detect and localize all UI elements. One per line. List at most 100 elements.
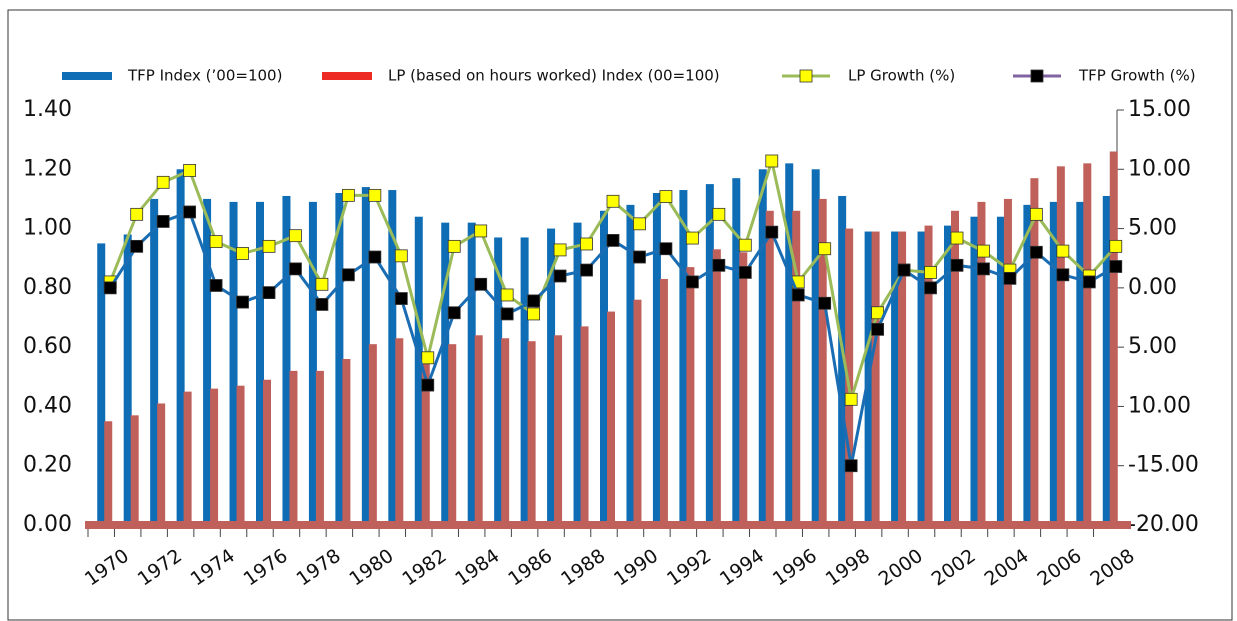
bar — [633, 299, 642, 525]
bar — [130, 415, 139, 525]
marker — [289, 229, 302, 243]
marker — [765, 225, 779, 239]
legend-marker — [799, 69, 813, 83]
marker — [156, 215, 170, 228]
marker — [606, 194, 620, 208]
marker — [1056, 268, 1070, 282]
marker — [474, 224, 488, 238]
y2-tick-label: -15.00 — [1128, 453, 1199, 478]
x-tick-label: 2008 — [1086, 545, 1138, 591]
bar — [467, 222, 476, 525]
marker — [183, 164, 197, 177]
x-tick-label: 1990 — [610, 545, 662, 591]
bar — [176, 169, 185, 526]
marker — [685, 275, 699, 289]
x-tick-label: 1986 — [504, 545, 556, 591]
marker — [394, 292, 408, 305]
x-tick-label: 2006 — [1033, 545, 1085, 591]
marker — [738, 238, 752, 252]
marker — [738, 266, 752, 279]
bar — [203, 198, 212, 525]
y-tick-label: 1.20 — [23, 156, 72, 181]
y-tick-label: 0.60 — [23, 334, 72, 359]
marker — [289, 262, 302, 276]
y2-tick-label: 5.00 — [1128, 216, 1177, 241]
x-tick-label: 1970 — [81, 545, 133, 591]
legend-label: LP Growth (%) — [848, 67, 955, 85]
marker — [209, 279, 223, 292]
x-tick-label: 1982 — [398, 545, 450, 591]
marker — [103, 281, 117, 295]
bar — [970, 216, 979, 525]
bar — [845, 228, 854, 526]
bar — [315, 370, 324, 525]
bar — [282, 195, 291, 525]
bar — [520, 237, 529, 525]
marker — [341, 268, 355, 282]
bar — [263, 379, 271, 525]
marker — [633, 217, 646, 231]
bar — [924, 225, 933, 525]
bar — [732, 178, 741, 525]
marker — [209, 235, 223, 249]
marker — [130, 207, 144, 221]
bar — [1049, 201, 1058, 525]
y2-tick-label: 10.00 — [1128, 156, 1191, 181]
y2-tick-label: 0.00 — [1128, 275, 1177, 300]
bar — [626, 204, 635, 525]
legend-swatch — [62, 72, 112, 80]
marker — [500, 288, 514, 302]
marker — [950, 231, 964, 245]
legend-marker — [1030, 69, 1044, 83]
bar — [183, 391, 192, 525]
marker — [130, 239, 144, 253]
marker — [924, 281, 937, 295]
bar — [686, 267, 695, 525]
bar — [157, 403, 166, 525]
y2-tick-label: 5.00 — [1128, 334, 1177, 359]
bar — [421, 361, 430, 525]
bar — [705, 184, 714, 525]
marker — [580, 263, 593, 277]
marker — [712, 207, 726, 221]
x-tick-label: 1996 — [769, 545, 821, 591]
y2-tick-label: -20.00 — [1128, 512, 1199, 537]
marker — [262, 239, 276, 253]
bar — [1109, 151, 1118, 525]
marker — [183, 205, 197, 219]
bar — [1023, 204, 1032, 525]
marker — [500, 307, 514, 321]
marker — [421, 378, 435, 392]
marker — [1109, 239, 1123, 253]
legend-label: TFP Index (’00=100) — [127, 67, 282, 85]
bar — [554, 335, 563, 525]
bar — [712, 249, 721, 526]
marker — [1029, 245, 1043, 259]
marker — [712, 258, 726, 272]
bar — [838, 195, 847, 525]
x-tick-label: 1980 — [345, 545, 397, 591]
marker — [977, 244, 990, 258]
marker — [1056, 244, 1070, 258]
y-tick-label: 1.00 — [23, 216, 72, 241]
marker — [659, 242, 673, 256]
bar — [448, 344, 457, 525]
marker — [1003, 271, 1017, 285]
legend-label: LP (based on hours worked) Index (00=100… — [388, 67, 720, 85]
bar — [977, 201, 986, 525]
bar — [335, 193, 344, 525]
marker — [1109, 260, 1123, 273]
bar — [474, 335, 483, 525]
y-tick-label: 0.00 — [23, 512, 72, 537]
bar — [1083, 163, 1092, 525]
bar — [494, 237, 503, 525]
bar — [289, 370, 298, 525]
y2-tick-label: 15.00 — [1128, 97, 1191, 122]
y-tick-label: 0.40 — [23, 393, 72, 418]
marker — [606, 234, 620, 247]
marker — [950, 258, 964, 272]
x-tick-label: 1978 — [293, 545, 345, 591]
bar — [607, 311, 615, 525]
bar — [123, 234, 132, 525]
bar — [573, 222, 582, 525]
